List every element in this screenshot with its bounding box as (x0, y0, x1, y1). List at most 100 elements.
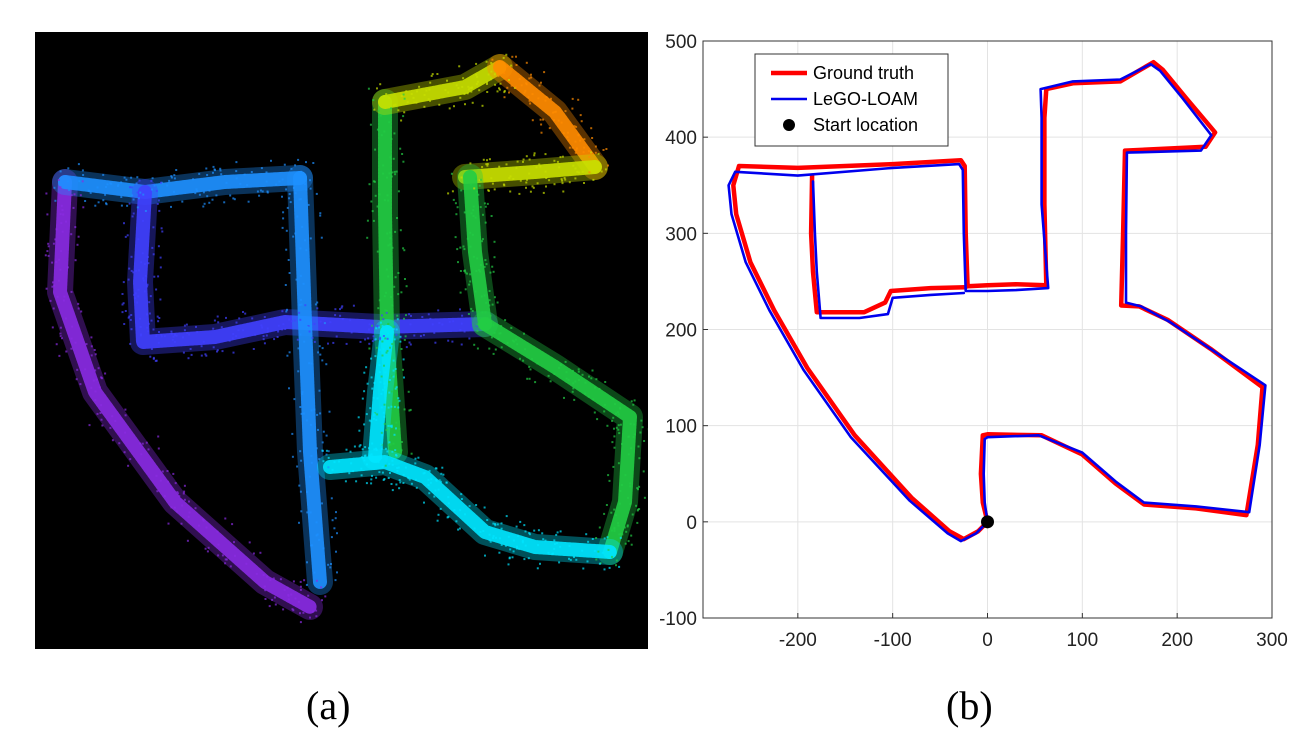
map-point (55, 261, 58, 263)
map-point (202, 191, 205, 194)
map-point (470, 307, 473, 310)
map-point (284, 284, 287, 286)
map-point (181, 504, 184, 507)
map-point (390, 175, 393, 178)
map-point (134, 292, 137, 295)
map-point (156, 490, 159, 493)
map-point (393, 325, 396, 328)
map-point (290, 320, 293, 323)
map-point (486, 519, 489, 521)
map-point (146, 256, 149, 258)
map-point (389, 472, 391, 474)
map-point (334, 579, 337, 582)
map-point (409, 323, 412, 326)
map-point (433, 495, 436, 498)
map-point (47, 245, 50, 248)
map-point (139, 334, 142, 337)
map-point (460, 493, 463, 496)
map-point (265, 171, 268, 174)
map-point (581, 549, 584, 552)
map-point (85, 343, 88, 346)
map-point (595, 378, 598, 381)
map-point (498, 88, 501, 91)
map-point (120, 181, 123, 184)
map-point (263, 316, 266, 318)
map-point (378, 299, 381, 302)
map-point (633, 433, 636, 436)
map-point (158, 317, 161, 319)
map-point (325, 449, 328, 452)
map-point (220, 326, 223, 329)
map-point (395, 453, 397, 456)
map-point (516, 545, 518, 548)
map-point (553, 111, 556, 114)
map-point (272, 577, 275, 580)
map-point (301, 393, 304, 395)
map-point (529, 102, 532, 105)
map-point (76, 368, 79, 371)
map-point (473, 187, 476, 190)
map-point (388, 391, 391, 394)
map-point (204, 547, 207, 550)
y-tick-label: 400 (665, 128, 697, 149)
map-point (629, 503, 632, 505)
map-point (519, 357, 521, 360)
map-point (637, 488, 639, 491)
map-point (614, 514, 617, 517)
map-point (597, 152, 600, 155)
map-point (307, 325, 310, 327)
map-point (613, 427, 615, 430)
map-point (319, 412, 322, 415)
map-point (318, 389, 321, 392)
map-point (380, 457, 383, 460)
map-point (261, 326, 264, 329)
map-point (498, 332, 501, 335)
map-point (447, 192, 450, 195)
map-point (374, 338, 377, 341)
map-point (390, 296, 392, 298)
map-point (382, 411, 385, 414)
map-point (45, 192, 48, 195)
map-point (206, 195, 209, 198)
map-point (146, 285, 149, 288)
map-point (316, 307, 319, 310)
map-point (431, 73, 434, 76)
map-point (491, 182, 494, 185)
map-point (130, 255, 133, 258)
map-point (428, 469, 431, 472)
map-point (383, 415, 386, 418)
map-point (427, 478, 430, 481)
map-point (130, 186, 133, 189)
map-point (571, 369, 574, 372)
map-point (387, 424, 390, 427)
map-point (173, 340, 176, 343)
map-point (100, 376, 103, 379)
map-point (54, 238, 57, 241)
map-point (616, 411, 619, 414)
map-point (52, 307, 55, 310)
map-point (641, 426, 644, 429)
map-point (147, 262, 150, 265)
map-point (441, 466, 444, 469)
map-point (152, 226, 155, 229)
map-point (172, 335, 175, 338)
map-point (360, 467, 363, 470)
map-point (483, 265, 486, 268)
map-point (617, 424, 620, 427)
map-point (238, 317, 241, 320)
caption-a: (a) (306, 683, 351, 728)
map-point (522, 160, 524, 163)
map-point (320, 586, 323, 589)
map-point (310, 409, 313, 412)
map-point (540, 131, 543, 134)
map-point (601, 551, 604, 554)
map-point (488, 304, 491, 307)
map-point (508, 177, 511, 179)
map-point (558, 561, 561, 564)
map-point (385, 93, 388, 96)
map-point (585, 533, 588, 536)
map-point (52, 242, 55, 245)
map-point (220, 173, 223, 176)
map-point (316, 301, 319, 304)
map-point (523, 524, 526, 527)
